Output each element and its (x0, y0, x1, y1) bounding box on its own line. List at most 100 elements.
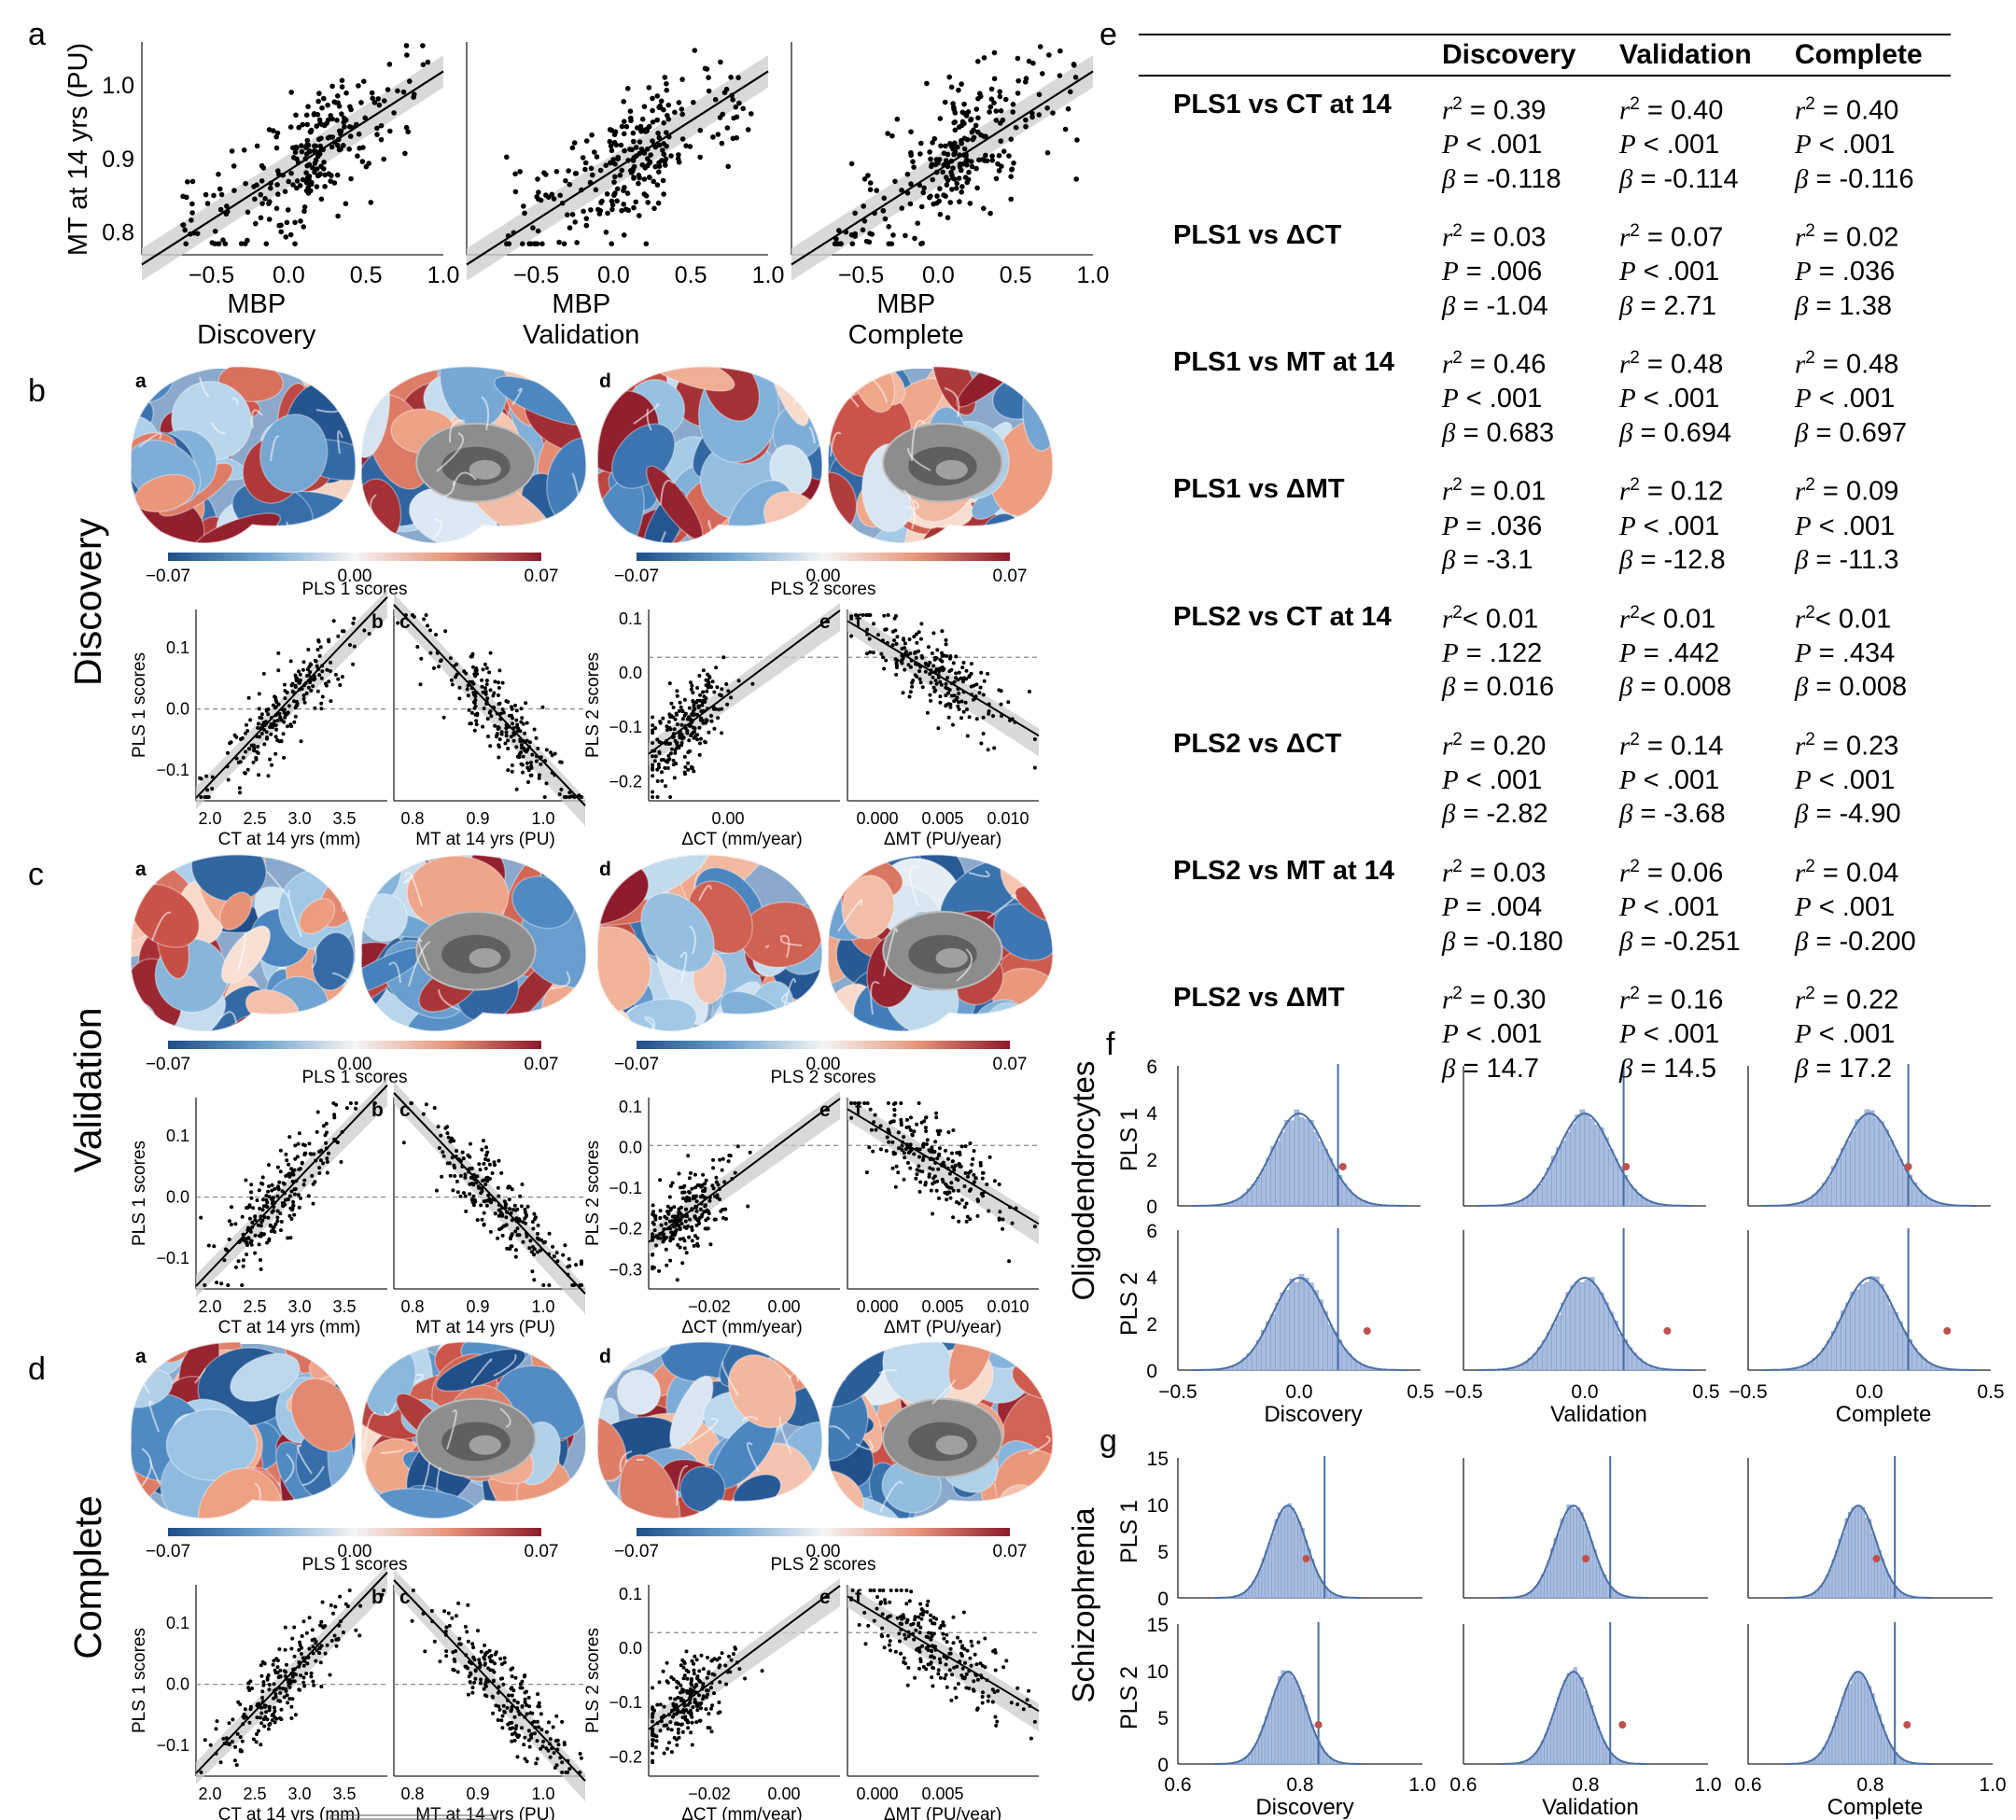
data-point (531, 1245, 535, 1249)
data-point (720, 1651, 724, 1656)
data-point (651, 1715, 655, 1719)
data-point (567, 181, 573, 188)
data-point (480, 1147, 484, 1152)
data-point (248, 1704, 253, 1709)
data-point (259, 1705, 264, 1710)
data-point (245, 767, 250, 772)
data-point (578, 1752, 582, 1756)
data-point (580, 155, 586, 161)
hist-bar (1874, 1705, 1879, 1765)
data-point (933, 1140, 938, 1144)
data-point (650, 107, 655, 114)
data-point (676, 1730, 680, 1735)
data-point (660, 147, 665, 153)
data-point (836, 228, 842, 233)
p-value: = .004 (1465, 892, 1543, 923)
data-point (908, 1127, 913, 1132)
hist-bar (1266, 1322, 1271, 1371)
data-point (904, 171, 911, 177)
data-point (928, 672, 932, 677)
data-point (908, 1166, 913, 1170)
data-point (891, 1102, 896, 1106)
data-point (932, 1150, 937, 1154)
data-point (724, 1217, 728, 1221)
data-point (693, 1234, 697, 1239)
data-point (949, 667, 954, 672)
y-tick-label: −0.1 (609, 718, 642, 736)
beta-value: 0.683 (1486, 417, 1555, 448)
data-point (253, 1233, 258, 1238)
hist-bar (1836, 1157, 1841, 1207)
data-point (273, 719, 277, 723)
group-label-oligodendrocytes: Oligodendrocytes (1066, 1061, 1100, 1301)
data-point (961, 709, 966, 714)
data-point (693, 1698, 697, 1701)
data-point (317, 653, 322, 658)
data-point (463, 1172, 468, 1177)
hist-bar (1586, 1697, 1590, 1765)
data-point (354, 121, 359, 128)
data-point (405, 129, 412, 134)
data-point (273, 133, 280, 140)
data-point (327, 639, 331, 644)
data-point (288, 170, 294, 176)
data-point (1032, 1719, 1037, 1724)
data-point (275, 1215, 280, 1220)
data-point (695, 1676, 700, 1681)
data-point (547, 1252, 551, 1256)
data-point (248, 1229, 253, 1234)
data-point (512, 1699, 517, 1702)
data-point (965, 109, 972, 115)
data-point (463, 1194, 468, 1198)
hist-bar (1878, 1121, 1884, 1207)
data-point (315, 1648, 319, 1653)
beta-value: 0.008 (1839, 672, 1908, 703)
data-point (510, 1686, 514, 1690)
x-tick-label: 0.8 (1856, 1774, 1883, 1796)
data-point (483, 1643, 487, 1647)
data-point (993, 1715, 998, 1719)
data-point (930, 1634, 934, 1639)
data-point (1026, 58, 1032, 64)
data-point (903, 232, 908, 239)
r2-value: 0.12 (1670, 477, 1724, 508)
data-point (972, 1679, 976, 1684)
data-point (347, 133, 354, 139)
data-point (682, 1703, 687, 1708)
data-point (990, 1687, 995, 1692)
data-point (458, 1159, 463, 1163)
data-point (688, 1217, 693, 1222)
data-point (419, 656, 424, 661)
data-point (385, 87, 391, 92)
data-point (978, 1160, 983, 1165)
data-point (720, 687, 724, 692)
data-point (506, 724, 511, 729)
data-point (329, 134, 336, 140)
hist-bar (1556, 1315, 1561, 1371)
data-point (937, 1657, 942, 1661)
data-point (687, 706, 692, 710)
data-point (498, 1211, 503, 1215)
sub-letter-b: b (371, 1099, 384, 1121)
data-point (666, 753, 671, 758)
data-point (529, 761, 533, 764)
data-point (544, 781, 549, 786)
data-point (655, 1721, 660, 1726)
colorbar-max: 0.07 (525, 1055, 559, 1074)
data-point (249, 1196, 254, 1200)
data-point (411, 1589, 415, 1592)
data-point (643, 241, 650, 247)
data-point (528, 1239, 533, 1243)
data-point (553, 1766, 557, 1770)
data-point (264, 1710, 269, 1715)
data-point (458, 1194, 463, 1198)
data-point (934, 1111, 939, 1115)
data-point (391, 110, 397, 116)
colorbar-mid: 0.00 (806, 1542, 841, 1561)
data-point (222, 1258, 227, 1263)
data-point (276, 222, 283, 229)
data-point (488, 1229, 493, 1234)
p-value: < .001 (1465, 764, 1543, 795)
